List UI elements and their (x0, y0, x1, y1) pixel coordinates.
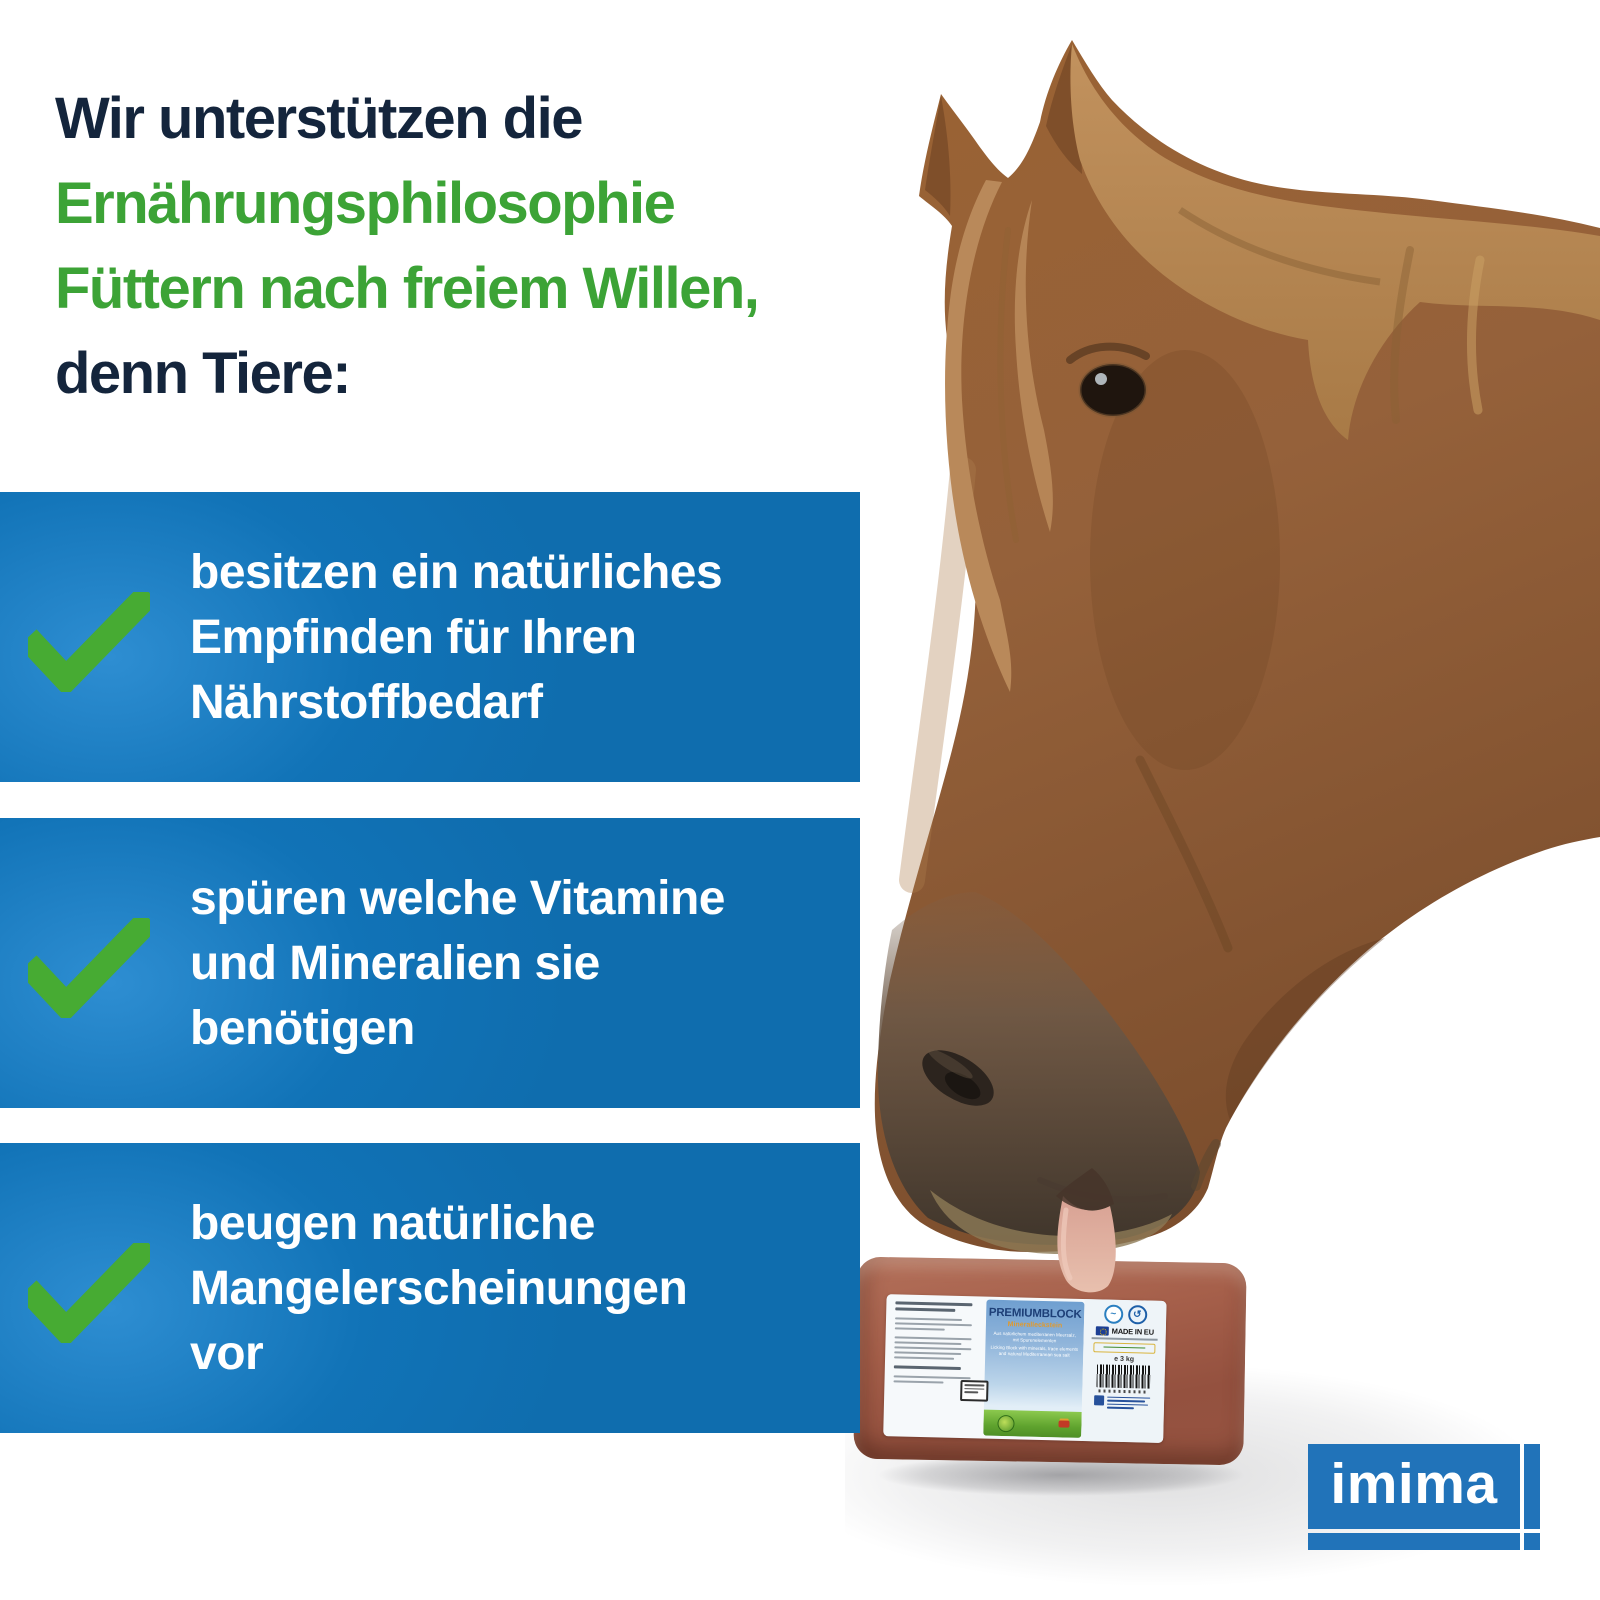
benefit-2-line-3: benötigen (190, 1001, 415, 1055)
benefit-box-2: spüren welche Vitamine und Mineralien si… (0, 818, 860, 1108)
net-weight: e 3 kg (1114, 1355, 1135, 1363)
brand-logo-corner (1524, 1533, 1540, 1550)
benefit-box-3: beugen natürliche Mangelerscheinungen vo… (0, 1143, 860, 1433)
product-desc-en: Licking Block with minerals, trace eleme… (990, 1344, 1079, 1358)
brand-logo-box: imima (1308, 1444, 1520, 1529)
label-center-panel: PREMIUMBLOCK Mineralleckstein Aus natürl… (983, 1299, 1085, 1438)
barcode-digits (1098, 1388, 1149, 1394)
mineral-block: PREMIUMBLOCK Mineralleckstein Aus natürl… (853, 1256, 1247, 1466)
brand-logo-vbar (1524, 1444, 1540, 1529)
sea-salt-logo-icon: ~ (1103, 1304, 1123, 1324)
label-ingredients-text (883, 1294, 989, 1438)
benefit-text-1: besitzen ein natürliches Empfinden für I… (190, 492, 840, 782)
eco-control-stamp (960, 1379, 989, 1402)
brand-name: imima (1330, 1451, 1498, 1516)
benefit-3-line-2: Mangelerscheinungen (190, 1261, 688, 1315)
benefit-3-line-1: beugen natürliche (190, 1196, 595, 1250)
headline-line-4: denn Tiere: (55, 341, 352, 406)
label-right-panel: ~ ↺ MADE IN EU e 3 kg (1081, 1299, 1167, 1443)
headline: Wir unterstützen die Ernährungsphilosoph… (55, 76, 760, 416)
organic-badge-icon (997, 1414, 1015, 1433)
eu-flag-icon (1095, 1326, 1109, 1336)
cow-icon (1058, 1420, 1070, 1428)
checkmark-icon (28, 592, 150, 692)
made-in-eu: MADE IN EU (1090, 1326, 1160, 1337)
product-title: PREMIUMBLOCK (988, 1306, 1082, 1321)
benefit-1-line-3: Nährstoffbedarf (190, 675, 543, 729)
brand-mark-icon (1094, 1394, 1105, 1406)
benefit-box-1: besitzen ein natürliches Empfinden für I… (0, 492, 860, 782)
product-desc-de: Aus natürlichem mediterranen Meersalz, m… (993, 1330, 1076, 1343)
benefit-3-line-3: vor (190, 1326, 264, 1380)
product-label: PREMIUMBLOCK Mineralleckstein Aus natürl… (883, 1294, 1167, 1443)
headline-line-2: Ernährungsphilosophie (55, 171, 676, 236)
label-footer (1094, 1394, 1152, 1411)
headline-line-3: Füttern nach freiem Willen, (55, 256, 760, 321)
barcode (1096, 1363, 1151, 1389)
product-subtitle: Mineralleckstein (1007, 1321, 1063, 1330)
benefit-text-3: beugen natürliche Mangelerscheinungen vo… (190, 1143, 840, 1433)
benefit-2-line-1: spüren welche Vitamine (190, 871, 725, 925)
benefit-2-line-2: und Mineralien sie (190, 936, 600, 990)
benefit-1-line-2: Empfinden für Ihren (190, 610, 637, 664)
quality-badge (1093, 1341, 1156, 1354)
benefit-1-line-1: besitzen ein natürliches (190, 545, 723, 599)
benefit-text-2: spüren welche Vitamine und Mineralien si… (190, 818, 840, 1108)
recycle-logo-icon: ↺ (1127, 1305, 1147, 1325)
brand-logo: imima (1308, 1444, 1540, 1550)
label-grass-art (983, 1409, 1082, 1438)
headline-line-1: Wir unterstützen die (55, 86, 583, 151)
checkmark-icon (28, 918, 150, 1018)
brand-logo-hbar (1308, 1533, 1520, 1550)
checkmark-icon (28, 1243, 150, 1343)
